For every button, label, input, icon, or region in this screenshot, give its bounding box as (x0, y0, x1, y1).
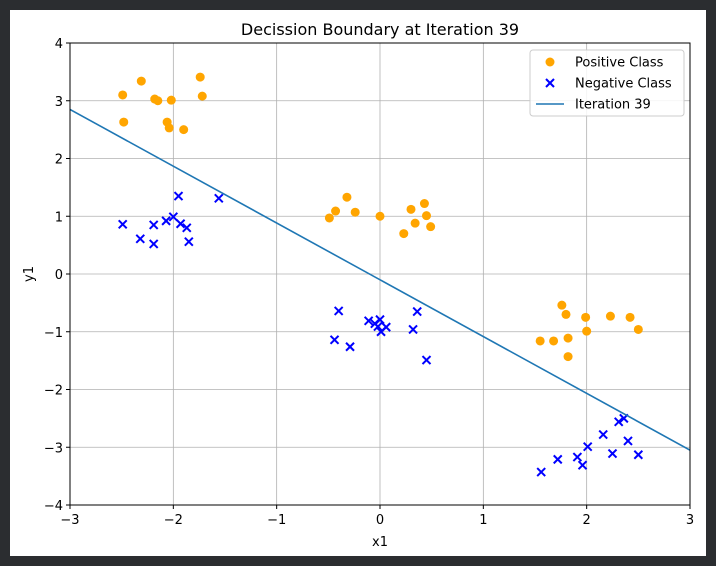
positive-class-point (563, 333, 573, 343)
negative-class-point (148, 239, 159, 249)
negative-class-point (182, 223, 192, 233)
negative-class-point (607, 448, 618, 459)
negative-class-point (329, 335, 340, 345)
negative-class-point (623, 436, 633, 446)
positive-class-point (410, 218, 420, 228)
negative-class-point (373, 321, 383, 332)
negative-class-point (613, 417, 624, 427)
positive-class-point (118, 90, 128, 100)
y-tick-label: −4 (44, 499, 63, 514)
negative-class-point (363, 316, 374, 326)
negative-class-point (214, 193, 224, 204)
positive-class-point (342, 192, 352, 202)
positive-class-point (419, 199, 429, 209)
negative-class-point (598, 429, 608, 440)
legend-marker-positive (545, 57, 555, 67)
positive-class-point (625, 312, 635, 322)
negative-class-point (161, 216, 171, 226)
negative-class-point (148, 220, 159, 230)
positive-class-point (179, 125, 189, 135)
positive-class-point (561, 309, 571, 319)
positive-class-point (119, 117, 129, 127)
positive-class-point (549, 336, 559, 346)
positive-class-point (164, 123, 174, 133)
y-tick-label: −2 (44, 384, 63, 399)
positive-class-point (136, 76, 146, 86)
negative-class-point (333, 306, 344, 316)
negative-class-point (577, 460, 588, 470)
plot-content (70, 72, 690, 477)
y-tick-label: −1 (44, 326, 63, 341)
x-axis-ticks: −3 −2 −1 0 1 2 3 (60, 505, 694, 528)
legend-label: Positive Class (575, 56, 664, 71)
negative-class-point (536, 467, 546, 477)
positive-class-point (197, 91, 207, 101)
positive-class-point (422, 211, 431, 221)
positive-class-point (535, 336, 545, 346)
y-tick-label: 0 (55, 268, 63, 283)
negative-class-point (412, 306, 422, 317)
positive-class-point (195, 72, 205, 82)
positive-class-point (582, 326, 592, 336)
legend-label: Negative Class (575, 77, 672, 92)
y-axis-ticks: −4 −3 −2 −1 0 1 2 3 4 (44, 37, 70, 514)
positive-class-point (166, 95, 176, 105)
positive-class-point (406, 204, 416, 214)
negative-class-point (135, 234, 145, 244)
negative-class-point (345, 342, 355, 352)
y-tick-label: 4 (55, 37, 63, 52)
negative-class-point (168, 212, 179, 222)
negative-class-point (408, 324, 418, 335)
negative-class-point (381, 322, 391, 332)
positive-class-point (331, 206, 341, 216)
positive-class-point (581, 312, 591, 322)
positive-class-point (375, 211, 385, 221)
x-tick-label: 0 (376, 513, 384, 528)
y-tick-label: 3 (55, 95, 63, 110)
negative-class-point (582, 441, 593, 452)
chart: Decission Boundary at Iteration 39 −3 −2−… (22, 20, 694, 550)
positive-class-point (324, 213, 334, 223)
positive-class-point (605, 311, 615, 321)
x-tick-label: 2 (583, 513, 591, 528)
negative-class-point (173, 191, 184, 201)
positive-class-point (153, 96, 163, 106)
negative-class-point (117, 219, 128, 230)
x-tick-label: −2 (164, 513, 183, 528)
y-tick-label: −3 (44, 441, 63, 456)
negative-class-point (633, 450, 644, 460)
legend-frame (529, 49, 685, 117)
chart-title: Decission Boundary at Iteration 39 (241, 20, 519, 39)
legend-label: Iteration 39 (575, 98, 651, 113)
negative-class-point (175, 219, 186, 229)
x-axis-label: x1 (372, 535, 388, 550)
x-tick-label: −1 (267, 513, 286, 528)
negative-class-point (572, 452, 583, 462)
y-tick-label: 1 (55, 210, 63, 225)
legend-marker-negative (545, 78, 555, 88)
figure: Decission Boundary at Iteration 39 −3 −2−… (10, 10, 706, 556)
positive-class-point (350, 207, 360, 217)
legend: Positive Class Negative Class Iteration 39 (529, 49, 685, 117)
x-tick-label: 3 (686, 513, 694, 528)
negative-class-point (184, 236, 194, 247)
positive-class-point (563, 352, 573, 362)
positive-class-point (426, 222, 436, 232)
y-axis-label: y1 (22, 266, 37, 282)
negative-class-point (421, 355, 432, 365)
x-tick-label: 1 (479, 513, 487, 528)
x-tick-label: −3 (60, 513, 79, 528)
decision-boundary-line (70, 108, 690, 451)
negative-class-point (553, 454, 563, 465)
positive-class-point (399, 229, 409, 239)
positive-class-point (557, 300, 567, 310)
y-tick-label: 2 (55, 153, 63, 168)
negative-class-point (375, 314, 385, 325)
positive-class-point (633, 324, 643, 334)
